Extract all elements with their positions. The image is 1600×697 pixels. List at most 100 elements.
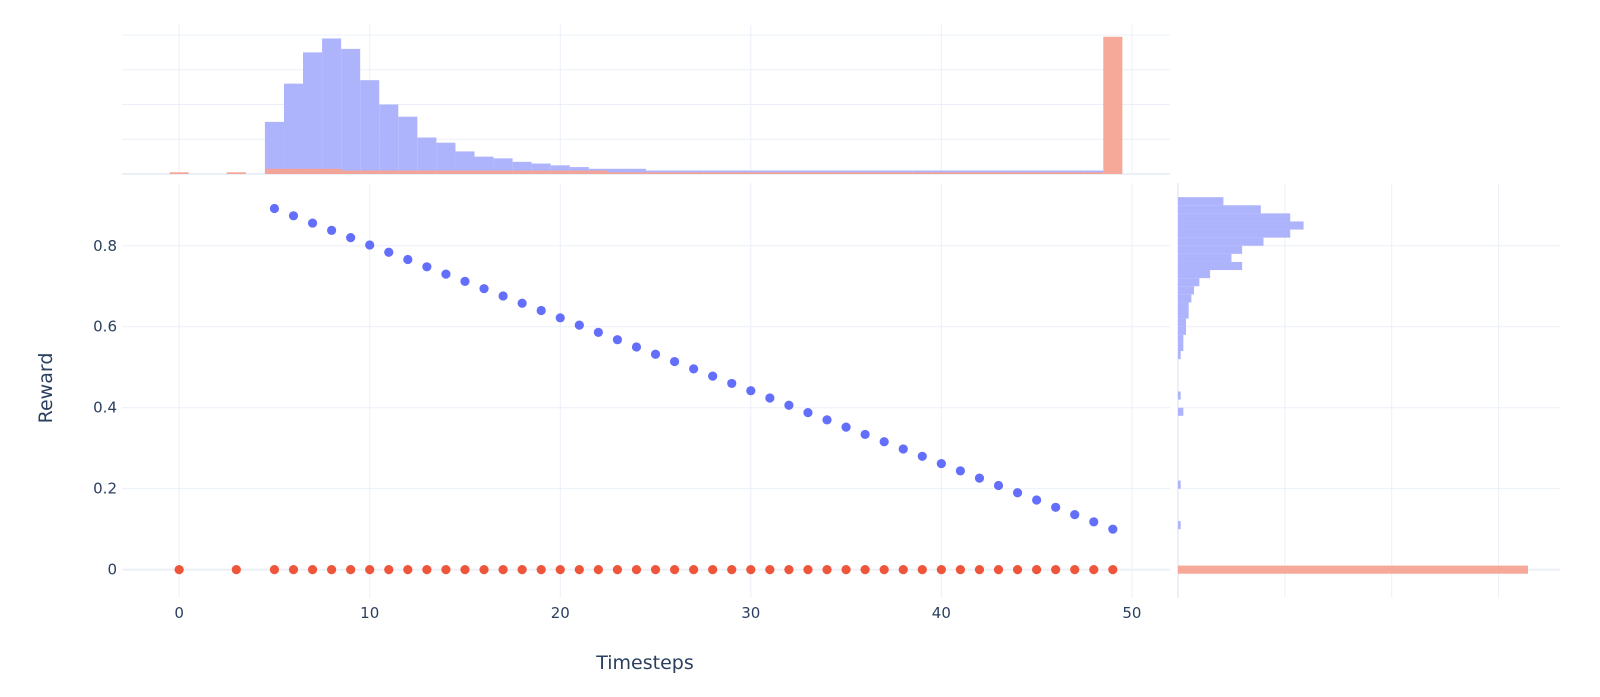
scatter-point-series-1: [346, 233, 356, 243]
y-tick-label: 0.8: [93, 237, 117, 255]
top-hist-bar-series-2: [722, 172, 742, 174]
scatter-point-series-1: [822, 415, 832, 425]
right-hist-bar-series-1: [1178, 278, 1200, 287]
scatter-point-series-1: [708, 371, 718, 381]
scatter-point-series-2: [441, 565, 451, 575]
scatter-point-series-2: [669, 565, 680, 575]
top-hist-bar-series-1: [531, 163, 551, 174]
top-hist-bar-series-1: [550, 165, 570, 174]
scatter-point-series-2: [746, 565, 756, 575]
top-hist-bar-series-2: [531, 170, 551, 174]
top-hist-bar-series-2: [455, 170, 475, 174]
x-axis-tick-labels: 0 10 20 30 40 50: [174, 604, 1141, 622]
y-tick-label: 0.6: [93, 318, 117, 336]
scatter-point-series-2: [574, 565, 584, 575]
scatter-point-series-2: [1108, 565, 1118, 575]
top-hist-bar-series-2: [969, 172, 989, 174]
top-hist-bar-series-1: [607, 168, 627, 174]
x-tick-label: 0: [174, 604, 184, 622]
scatter-point-series-2: [174, 565, 184, 575]
top-hist-bar-series-2: [760, 172, 780, 174]
scatter-point-series-2: [936, 565, 946, 575]
scatter-point-series-2: [784, 565, 794, 575]
top-hist-bar-series-1: [398, 116, 418, 174]
scatter-point-series-1: [479, 284, 489, 294]
scatter-point-series-2: [1012, 565, 1023, 575]
scatter-point-series-2: [269, 565, 280, 575]
top-marginal-histogram: [169, 36, 1123, 174]
top-hist-bar-series-2: [550, 170, 570, 174]
scatter-point-series-2: [346, 565, 356, 575]
scatter-points: [174, 203, 1118, 575]
right-hist-bar-series-1: [1178, 205, 1261, 214]
top-hist-bar-series-2: [626, 172, 646, 174]
x-tick-label: 30: [741, 604, 760, 622]
scatter-point-series-2: [765, 565, 775, 575]
right-hist-bar-series-1: [1178, 237, 1264, 246]
top-hist-bar-series-2: [988, 172, 1009, 174]
top-hist-bar-series-1: [264, 121, 284, 174]
x-tick-label: 40: [932, 604, 951, 622]
top-hist-bar-series-2: [893, 172, 913, 174]
top-hist-bar-series-2: [360, 170, 380, 174]
top-hist-bar-series-2: [341, 170, 361, 174]
scatter-point-series-1: [555, 313, 565, 323]
scatter-point-series-1: [403, 254, 413, 265]
top-hist-bar-series-2: [474, 170, 494, 174]
scatter-point-series-1: [784, 400, 794, 410]
scatter-point-series-2: [1051, 565, 1061, 575]
top-hist-bar-series-2: [684, 172, 704, 174]
scatter-point-series-1: [841, 422, 851, 432]
scatter-point-series-2: [650, 565, 661, 575]
top-hist-bar-series-2: [283, 168, 304, 174]
scatter-point-series-2: [708, 565, 718, 575]
top-hist-bar-series-2: [646, 172, 666, 174]
scatter-point-series-2: [1070, 565, 1080, 575]
scatter-point-series-1: [288, 211, 299, 221]
top-hist-bar-series-2: [1103, 36, 1123, 174]
scatter-point-series-1: [517, 298, 527, 308]
top-hist-bar-series-2: [436, 170, 456, 174]
top-hist-bar-series-2: [264, 168, 284, 174]
top-hist-bar-series-1: [341, 48, 361, 174]
scatter-point-series-1: [631, 342, 642, 352]
scatter-point-series-1: [898, 444, 908, 454]
top-hist-bar-series-2: [226, 172, 246, 174]
top-hist-bar-series-2: [379, 170, 399, 174]
scatter-point-series-1: [1012, 488, 1023, 498]
scatter-point-series-2: [1089, 565, 1099, 575]
scatter-point-series-1: [498, 291, 508, 301]
top-hist-bar-series-2: [855, 172, 875, 174]
scatter-point-series-2: [860, 565, 870, 575]
scatter-point-series-2: [327, 565, 337, 575]
scatter-point-series-1: [327, 225, 337, 235]
scatter-point-series-2: [1032, 565, 1042, 575]
scatter-point-series-1: [803, 407, 813, 418]
right-hist-bar-series-1: [1178, 286, 1195, 295]
scatter-point-series-1: [936, 458, 946, 469]
top-hist-bar-series-2: [741, 172, 761, 174]
y-tick-label: 0: [107, 561, 117, 579]
top-hist-bar-series-2: [874, 172, 894, 174]
scatter-point-series-1: [1108, 524, 1118, 534]
scatter-point-series-1: [612, 335, 623, 345]
right-hist-bar-series-1: [1178, 197, 1224, 206]
right-hist-bar-series-1: [1178, 310, 1189, 319]
scatter-point-series-2: [612, 565, 623, 575]
right-hist-bar-series-1: [1178, 334, 1184, 343]
scatter-point-series-2: [689, 565, 699, 575]
scatter-point-series-2: [536, 565, 546, 575]
scatter-point-series-1: [1032, 495, 1042, 505]
x-axis-title: Timesteps: [595, 652, 694, 674]
y-axis-title: Reward: [35, 353, 57, 424]
top-hist-bar-series-1: [436, 142, 456, 174]
scatter-point-series-1: [1089, 517, 1099, 527]
scatter-point-series-1: [727, 378, 737, 389]
top-hist-bar-series-1: [360, 80, 380, 174]
scatter-point-series-1: [1051, 502, 1061, 512]
right-hist-bar-series-1: [1178, 221, 1304, 230]
scatter-point-series-2: [231, 565, 241, 575]
x-tick-label: 20: [551, 604, 570, 622]
top-hist-bar-series-2: [493, 170, 513, 174]
scatter-point-series-1: [365, 240, 375, 250]
